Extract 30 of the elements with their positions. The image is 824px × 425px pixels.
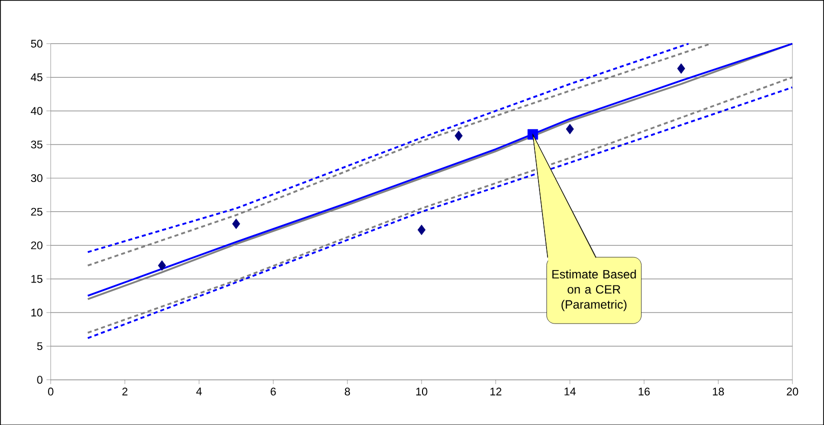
y-tick-label: 15: [31, 274, 42, 283]
x-tick-label: 18: [712, 387, 724, 396]
x-tick-label: 6: [270, 387, 276, 396]
y-tick-label: 0: [37, 376, 42, 384]
y-tick-label: 5: [37, 342, 42, 350]
y-tick-label: 25: [31, 208, 42, 216]
y-tick-label: 40: [30, 106, 42, 115]
x-tick-label: 16: [638, 387, 650, 396]
x-tick-label: 4: [196, 387, 202, 396]
point: [677, 63, 686, 74]
point: [418, 224, 426, 235]
x-tick-label: 12: [490, 387, 502, 396]
y-tick-label: 20: [31, 241, 42, 250]
y-tick-label: 35: [30, 140, 42, 148]
point: [528, 128, 538, 140]
point: [232, 218, 240, 229]
y-tick-label: 45: [30, 73, 42, 81]
x-tick-label: 2: [122, 387, 128, 396]
y-tick-label: 30: [30, 174, 42, 182]
point: [566, 124, 574, 134]
point: [454, 130, 463, 141]
x-tick-label: 0: [48, 387, 54, 396]
point: [158, 260, 166, 271]
x-tick-label: 8: [344, 387, 350, 396]
y-tick-label: 10: [31, 308, 42, 316]
x-tick-label: 20: [786, 387, 798, 396]
annotation: Estimate Based on a CER (Parametric): [552, 269, 636, 311]
x-tick-label: 14: [564, 387, 576, 396]
y-tick-label: 50: [31, 40, 42, 48]
x-tick-label: 10: [416, 387, 428, 396]
